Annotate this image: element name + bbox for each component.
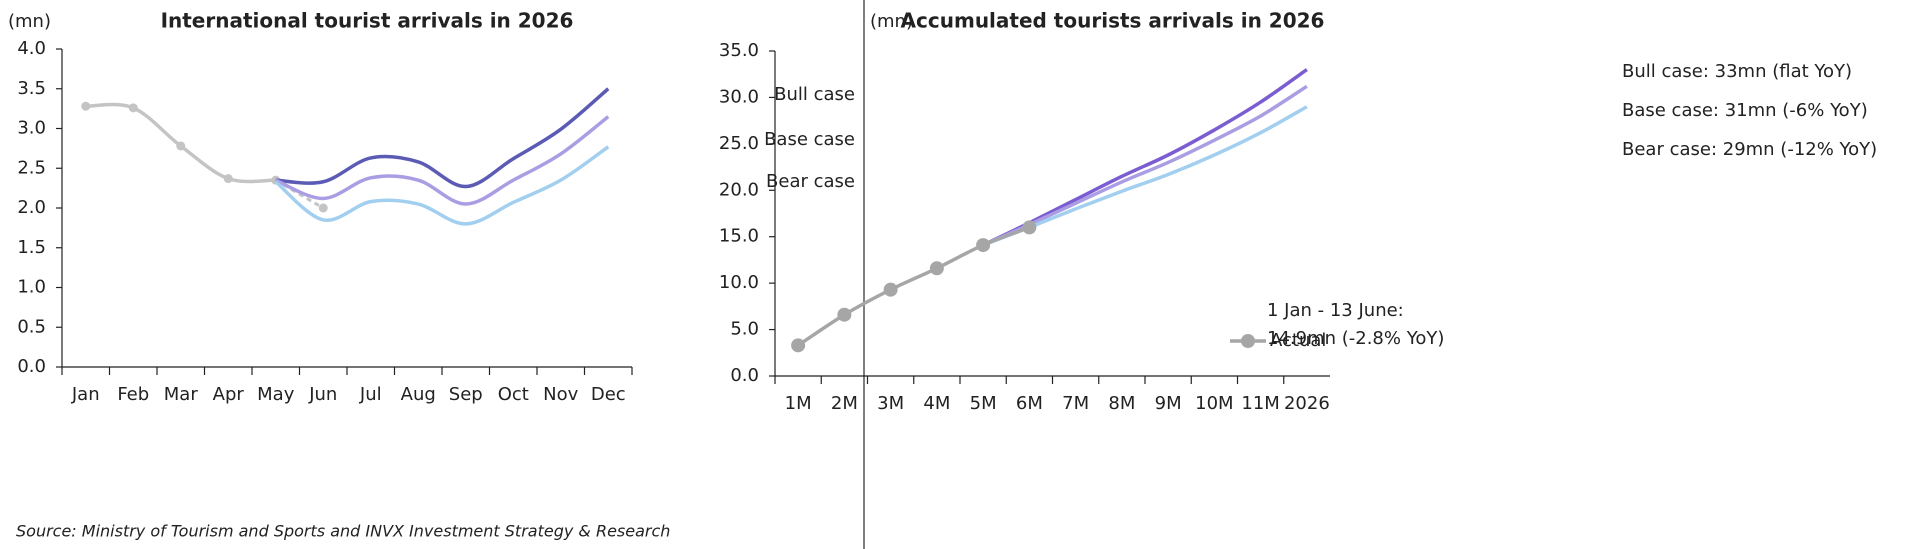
x-tick-label: Jun [308, 384, 337, 405]
y-tick-label: 0.0 [730, 365, 759, 386]
x-tick-label: 8M [1108, 393, 1135, 414]
series-label: Bear case: 29mn (-12% YoY) [1622, 139, 1877, 160]
series-label: Bull case [774, 84, 855, 105]
x-tick-label: 5M [970, 393, 997, 414]
annotation: 14.9mn (-2.8% YoY) [1267, 328, 1444, 349]
y-unit-label: (mn) [870, 11, 913, 32]
marker [883, 282, 898, 297]
x-tick-label: Jan [71, 384, 100, 405]
x-tick-label: 7M [1062, 393, 1089, 414]
y-tick-label: 3.5 [17, 78, 46, 99]
x-tick-label: 11M [1241, 393, 1279, 414]
x-tick-label: 3M [877, 393, 904, 414]
x-tick-label: Oct [498, 384, 529, 405]
y-tick-label: 10.0 [719, 272, 759, 293]
marker [81, 101, 91, 111]
y-tick-label: 0.0 [17, 356, 46, 377]
y-tick-label: 5.0 [730, 319, 759, 340]
x-tick-label: Jul [359, 384, 382, 405]
y-tick-label: 3.0 [17, 118, 46, 139]
x-tick-label: 1M [785, 393, 812, 414]
x-tick-label: 4M [923, 393, 950, 414]
series-line [274, 145, 610, 226]
x-tick-label: 10M [1195, 393, 1233, 414]
y-tick-label: 0.5 [17, 316, 46, 337]
x-tick-label: May [257, 384, 295, 405]
marker [791, 338, 806, 353]
series-line [275, 87, 610, 189]
marker [128, 103, 138, 113]
legend-label: Actual [1270, 330, 1326, 351]
y-tick-label: 20.0 [719, 179, 759, 200]
series-line [797, 225, 1031, 347]
y-tick-label: 30.0 [719, 86, 759, 107]
marker [223, 174, 233, 184]
series-line [982, 68, 1308, 247]
legend-marker [1241, 334, 1255, 348]
y-tick-label: 4.0 [17, 38, 46, 59]
marker [318, 203, 328, 213]
series-label: Bear case [766, 171, 855, 192]
marker [976, 238, 991, 253]
marker [176, 141, 186, 151]
y-unit-label: (mn) [8, 11, 51, 32]
series-label: Base case: 31mn (-6% YoY) [1622, 100, 1868, 121]
x-tick-label: Nov [543, 384, 578, 405]
marker [929, 261, 944, 276]
x-tick-label: 2026 [1284, 393, 1330, 414]
x-tick-label: Mar [164, 384, 199, 405]
y-tick-label: 2.0 [17, 197, 46, 218]
y-tick-label: 35.0 [719, 40, 759, 61]
x-tick-label: 2M [831, 393, 858, 414]
chart-title: International tourist arrivals in 2026 [161, 9, 574, 33]
y-tick-label: 2.5 [17, 157, 46, 178]
x-tick-label: Aug [401, 384, 436, 405]
x-tick-label: Apr [213, 384, 245, 405]
x-tick-label: 9M [1155, 393, 1182, 414]
source: Source: Ministry of Tourism and Sports a… [16, 522, 670, 541]
series-label: Base case [764, 129, 855, 150]
y-tick-label: 1.0 [17, 277, 46, 298]
annotation: 1 Jan - 13 June: [1267, 300, 1404, 321]
x-tick-label: 6M [1016, 393, 1043, 414]
y-tick-label: 1.5 [17, 237, 46, 258]
series-label: Bull case: 33mn (flat YoY) [1622, 61, 1852, 82]
marker [837, 307, 852, 322]
y-tick-label: 25.0 [719, 133, 759, 154]
series-line [275, 115, 610, 206]
x-tick-label: Dec [591, 384, 626, 405]
x-tick-label: Feb [117, 384, 149, 405]
chart-title: Accumulated tourists arrivals in 2026 [901, 9, 1325, 33]
marker [1022, 220, 1037, 235]
y-tick-label: 15.0 [719, 226, 759, 247]
x-tick-label: Sep [449, 384, 483, 405]
